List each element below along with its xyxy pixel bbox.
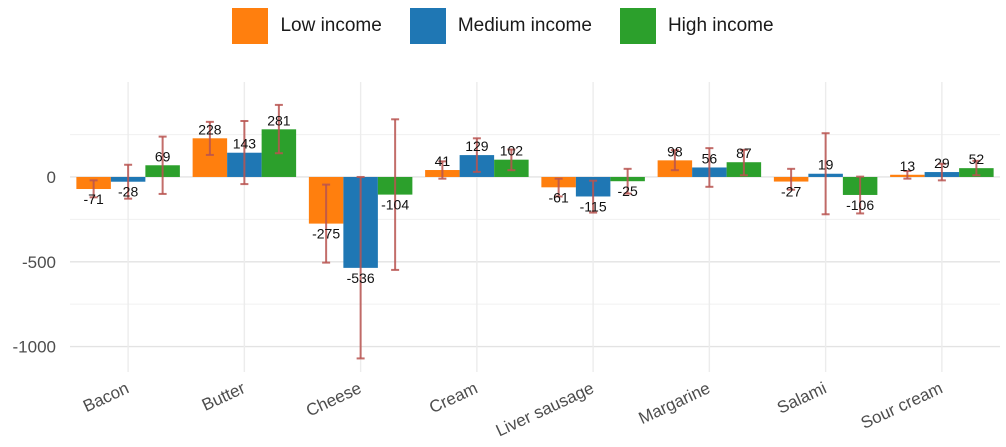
data-labels: -71 228 -275 41 -61 98 -27 13 -28 143 -536 129 -115 5… <box>84 112 985 286</box>
chart-legend: Low income Medium income High income <box>0 8 1006 44</box>
data-label: -27 <box>781 184 801 200</box>
y-tick-label: 0 <box>47 168 56 187</box>
data-label: -536 <box>347 270 375 286</box>
legend-item-low-income: Low income <box>232 8 382 44</box>
data-label: 228 <box>198 121 222 137</box>
legend-swatch-high-income <box>619 8 656 44</box>
data-label: 29 <box>934 155 950 171</box>
x-tick-label: Liver sausage <box>493 378 597 440</box>
legend-item-medium-income: Medium income <box>409 8 592 44</box>
legend-label-high-income: High income <box>667 15 774 36</box>
data-label: 13 <box>900 158 916 174</box>
data-label: -61 <box>549 189 569 205</box>
data-label: 56 <box>702 150 718 166</box>
data-label: -104 <box>381 197 409 213</box>
data-label: 87 <box>736 145 752 161</box>
x-tick-label: Margarine <box>636 378 713 428</box>
x-tick-label: Sour cream <box>858 378 946 432</box>
data-label: -115 <box>580 198 607 214</box>
error-bars <box>89 103 981 360</box>
legend-label-low-income: Low income <box>280 15 382 36</box>
data-label: 143 <box>233 136 257 152</box>
legend-item-high-income: High income <box>619 8 774 44</box>
data-label: 281 <box>267 112 291 128</box>
x-tick-label: Cheese <box>303 378 364 420</box>
data-label: 41 <box>435 153 451 169</box>
data-label: 102 <box>500 143 524 159</box>
y-tick-label: -1000 <box>13 338 56 357</box>
data-label: -28 <box>118 184 138 200</box>
data-label: 52 <box>969 151 985 167</box>
x-tick-label: Cream <box>426 378 480 417</box>
legend-swatch-medium-income <box>409 8 446 44</box>
y-tick-label: -500 <box>22 253 56 272</box>
data-label: 98 <box>667 143 683 159</box>
x-tick-label: Salami <box>774 378 829 417</box>
data-label: 19 <box>818 157 834 173</box>
data-label: 129 <box>465 138 489 154</box>
x-tick-label: Bacon <box>80 378 132 416</box>
data-label: -275 <box>312 226 340 242</box>
x-tick-label: Butter <box>199 378 248 415</box>
legend-label-medium-income: Medium income <box>457 15 592 36</box>
data-label: -106 <box>846 197 874 213</box>
legend-swatch-low-income <box>232 8 269 44</box>
data-label: 69 <box>155 148 171 164</box>
data-label: -25 <box>618 183 638 199</box>
data-label: -71 <box>84 191 104 207</box>
